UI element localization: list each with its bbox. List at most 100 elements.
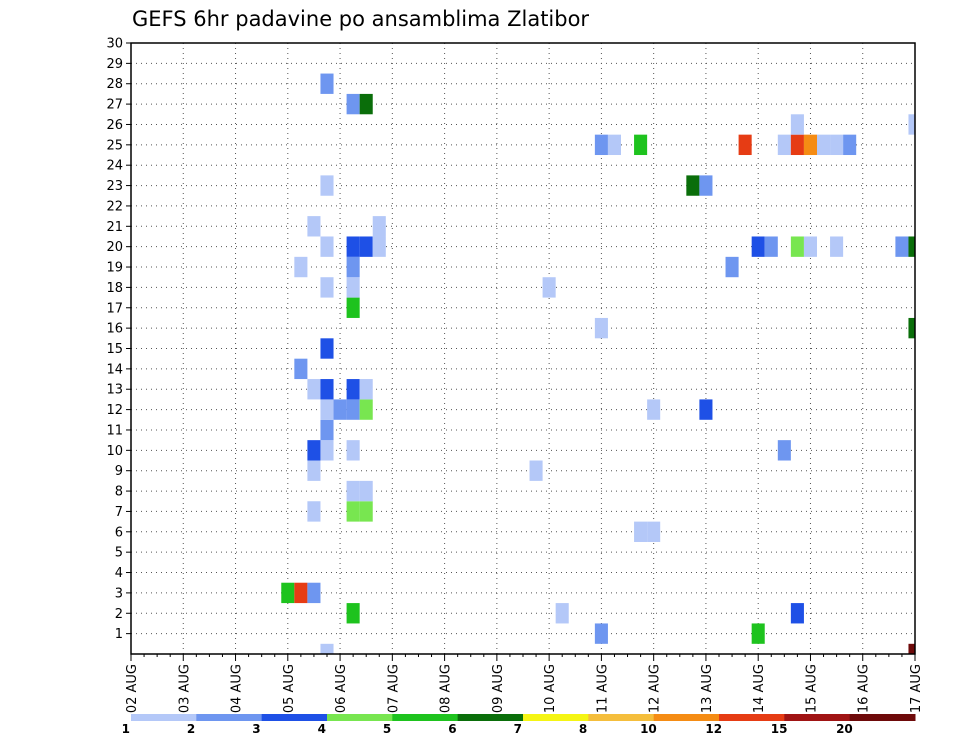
precip-cell <box>320 175 334 196</box>
precip-cell <box>647 399 661 420</box>
precip-cell <box>320 73 334 94</box>
precip-cell <box>346 440 360 461</box>
precip-cell <box>346 603 360 624</box>
precip-cell <box>359 480 373 502</box>
x-tick-label: 04 AUG <box>230 664 245 713</box>
precip-cell <box>908 114 915 135</box>
x-tick-label: 12 AUG <box>648 664 663 713</box>
y-tick-label: 20 <box>106 240 123 255</box>
precip-cell <box>830 134 844 156</box>
precip-cell <box>686 175 700 196</box>
precip-cell <box>895 236 909 257</box>
precip-cell <box>346 93 360 115</box>
y-tick-label: 29 <box>106 57 123 72</box>
y-tick-label: 30 <box>106 37 123 52</box>
x-tick-label: 15 AUG <box>804 664 819 713</box>
x-tick-label: 10 AUG <box>543 664 558 713</box>
y-tick-label: 11 <box>106 423 123 438</box>
precip-cell <box>359 379 373 400</box>
precip-cell <box>307 216 321 237</box>
precip-cell <box>843 134 857 156</box>
precip-cell <box>634 521 648 542</box>
x-tick-label: 05 AUG <box>282 664 297 713</box>
y-axis: 1234567891011121314151617181920212223242… <box>106 37 131 642</box>
precip-cell <box>777 440 791 461</box>
y-tick-label: 8 <box>115 485 123 500</box>
precip-cell <box>346 501 360 522</box>
colorbar-swatch <box>784 714 851 721</box>
colorbar-label: 15 <box>771 722 788 736</box>
y-tick-label: 26 <box>106 118 123 133</box>
colorbar-swatch <box>196 714 263 721</box>
x-axis: 02 AUG 03 AUG 04 AUG 05 AUG 06 AUG 07 AUG 08 A… <box>125 654 924 713</box>
y-tick-label: 14 <box>106 362 123 377</box>
precip-cell <box>294 256 308 278</box>
y-tick-label: 7 <box>115 505 123 520</box>
precip-cell <box>320 236 334 257</box>
y-tick-label: 28 <box>106 77 123 92</box>
precip-cell <box>346 399 360 420</box>
y-tick-label: 18 <box>106 281 123 296</box>
precip-cell <box>542 277 556 298</box>
precip-cell <box>594 134 608 156</box>
precip-cell <box>751 236 765 257</box>
precip-cell <box>320 338 334 359</box>
precip-cell <box>529 460 543 481</box>
precip-cell <box>307 440 321 461</box>
colorbar-swatch <box>588 714 655 721</box>
y-tick-label: 13 <box>106 383 123 398</box>
precip-cell <box>790 134 804 156</box>
colorbar-swatch <box>327 714 393 721</box>
precip-cell <box>320 419 334 441</box>
x-tick-label: 06 AUG <box>334 664 349 713</box>
y-tick-label: 12 <box>106 403 123 418</box>
precip-cell <box>346 256 360 278</box>
precip-cell <box>346 236 360 257</box>
precip-cell <box>359 236 373 257</box>
precip-cell <box>372 216 386 237</box>
precip-cell <box>908 317 915 339</box>
colorbar: 1 2 3 4 5 6 7 8 10 12 15 20 <box>122 714 916 736</box>
y-tick-label: 4 <box>115 566 123 581</box>
precip-cell <box>307 501 321 522</box>
precip-cell <box>372 236 386 257</box>
y-tick-label: 22 <box>106 199 123 214</box>
precip-cell <box>738 134 752 156</box>
precip-cell <box>647 521 661 542</box>
precip-cell <box>294 582 308 604</box>
precip-cell <box>751 623 765 644</box>
x-tick-label: 14 AUG <box>752 664 767 713</box>
x-tick-label: 13 AUG <box>700 664 715 713</box>
precip-cell <box>346 379 360 400</box>
precip-cell <box>607 134 621 156</box>
colorbar-label: 3 <box>252 722 260 736</box>
precip-cell <box>699 175 713 196</box>
y-tick-label: 3 <box>115 586 123 601</box>
y-tick-label: 2 <box>115 607 123 622</box>
colorbar-swatch <box>392 714 459 721</box>
precip-cell <box>359 399 373 420</box>
precip-cell <box>594 317 608 339</box>
precip-cell <box>320 379 334 400</box>
heatmap-cells <box>281 73 915 654</box>
precip-cell <box>320 643 334 654</box>
chart-title: GEFS 6hr padavine po ansamblima Zlatibor <box>132 7 589 31</box>
y-tick-label: 15 <box>106 342 123 357</box>
precip-cell <box>777 134 791 156</box>
precip-cell <box>594 623 608 644</box>
precip-cell <box>333 399 347 420</box>
colorbar-swatch <box>849 714 916 721</box>
y-tick-label: 9 <box>115 464 123 479</box>
x-tick-label: 02 AUG <box>125 664 140 713</box>
colorbar-label: 2 <box>187 722 195 736</box>
precip-cell <box>346 480 360 502</box>
y-tick-label: 1 <box>115 627 123 642</box>
precip-cell <box>320 399 334 420</box>
y-tick-label: 21 <box>106 220 123 235</box>
colorbar-label: 6 <box>448 722 456 736</box>
colorbar-label: 4 <box>318 722 326 736</box>
y-tick-label: 5 <box>115 546 123 561</box>
precip-cell <box>908 236 915 257</box>
colorbar-swatch <box>523 714 589 721</box>
